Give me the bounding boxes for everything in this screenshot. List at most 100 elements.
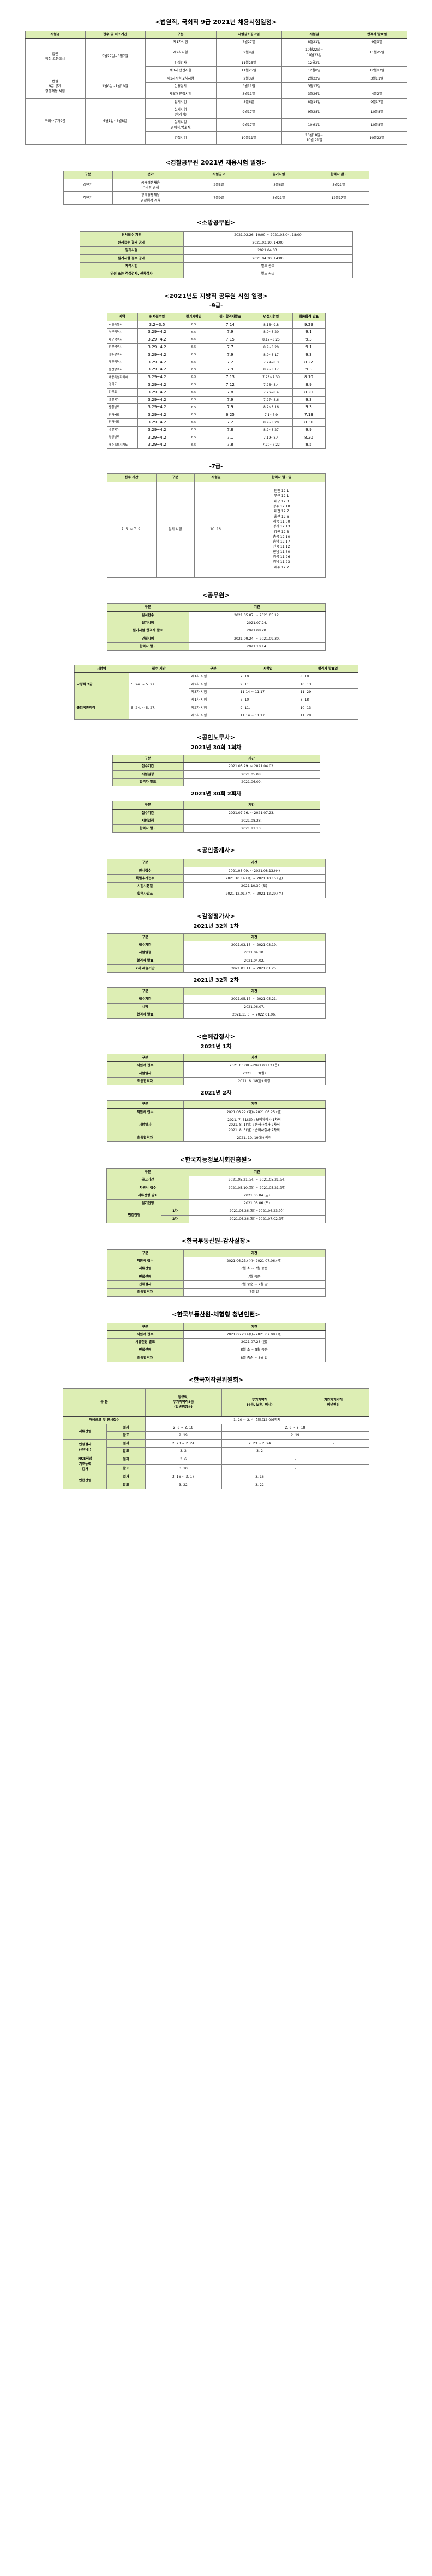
cell-label: 접수기간: [106, 995, 184, 1004]
table-row: 전라남도 3.29~4.2 6.5 7.2 8.9~8.20 8.31: [106, 418, 326, 427]
cell-value: 7월 말: [183, 1288, 326, 1297]
table-row: 채용공고 및 원서접수 1. 20 ~ 2. 4, 정오(12:00)까지: [63, 1415, 369, 1425]
cell-written-result: 7.2: [210, 358, 250, 367]
cell-value: 2021. 10. 19(화) 예정: [183, 1133, 326, 1143]
cell-apply-date: 3.29~4.2: [137, 343, 177, 351]
cell-venue-notice: 9월9일: [215, 46, 282, 60]
col-category: 구분: [155, 473, 195, 482]
cell-category: 제1차시험: [145, 38, 217, 47]
cell-regular: 2. 23 ~ 2. 24: [145, 1439, 222, 1448]
cell-label: 지원서 접수: [106, 1330, 184, 1339]
cell-label: 필기시험: [79, 246, 184, 255]
table-row: 면접전형 일자 3. 16 ~ 3. 17 3. 16-: [63, 1473, 369, 1489]
table-row: 서류전형 7월 초 ~ 7월 중순: [106, 1265, 326, 1273]
cell-apply-period: 5월27일~6월7일: [85, 38, 146, 75]
cell-value: 2021.05.21.(금) ~ 2021.05.21.(금): [188, 1176, 326, 1184]
cell-result-date: 3월11일: [346, 74, 407, 83]
cell-region: 서울특별시: [106, 320, 138, 329]
table-row: 대전광역시 3.29~4.2 6.5 7.2 7.29~8.3 8.27: [106, 358, 326, 367]
table-row: 서울특별시 3.2~3.5 6.5 7.14 8.16~9.8 9.29: [106, 320, 326, 329]
cell-result-list: 인천 12.1 부산 12.1 대구 12.3 광주 12.10 대전 12.7 울산 1…: [237, 481, 326, 578]
page-title-copyright: <한국저작권위원회>: [188, 1376, 244, 1383]
table-gamjeong-2: 구분 기간 접수기간 2021.05.17. ~ 2021.05.21. 시험 202…: [106, 987, 326, 1019]
cell-interview-date: 8.2~8.27: [249, 426, 293, 434]
cell-interview-date: 7.20~7.22: [249, 441, 293, 449]
table-row: 하반기 공개경쟁채용 경찰행정 경채 7월9일 8월21일 12월17일: [63, 191, 369, 205]
cell-value: 2021.05.17. ~ 2021.05.21.: [183, 995, 326, 1004]
col-region: 지역: [106, 313, 138, 321]
cell-apply-date: 3.29~4.2: [137, 381, 177, 389]
table-row: 지원서 접수 2021.05.10.(월) ~ 2021.05.21.(금): [106, 1183, 326, 1192]
cell-result-date: 11월25일: [346, 46, 407, 60]
cell-label: 공고기간: [106, 1176, 189, 1184]
table-row: 신체검사 7월 중순 ~ 7월 말: [106, 1280, 326, 1289]
cell-written-date: 6.5: [176, 381, 211, 389]
cell-venue-notice: 9월17일: [215, 118, 282, 132]
section-sonhae: <손해감정사> 2021년 1차 구분 기간 지원서 접수 2021.03.08.…: [0, 1033, 432, 1143]
cell-label: 면접전형: [106, 1346, 184, 1354]
table-row: 원서접수 2021.05.07. ~ 2021.05.12.: [106, 611, 326, 619]
table-header-row: 구분 기간: [106, 1054, 326, 1062]
col-exam-date: 시험일: [237, 665, 298, 673]
col-category: 구분: [106, 603, 189, 612]
table-row: 서류전형 발표 2021.07.23.(금): [106, 1338, 326, 1347]
cell-interview-date: 7.29~8.3: [249, 358, 293, 367]
table-row: 강원도 3.29~4.2 6.5 7.8 7.26~8.4 8.20: [106, 388, 326, 397]
table-header-row: 구분 기간: [106, 1100, 326, 1109]
col-category: 구분: [112, 755, 184, 763]
table-row: 합격자 발표 2021.11.10.: [112, 824, 320, 833]
cell-final-result: 8.31: [292, 418, 326, 427]
cell-label: 서류전형 발표: [106, 1338, 184, 1347]
cell-label: 최종합격자: [106, 1288, 184, 1297]
cell-apply-date: 3.29~4.2: [137, 350, 177, 359]
table-row: 시험일자 2021. 5. 3(월): [106, 1069, 326, 1078]
cell-interview-date: 7.1~7.9: [249, 411, 293, 420]
cell-value: 2021.05.10.(월) ~ 2021.05.21.(금): [188, 1183, 326, 1192]
table-gongmuwon: 구분 기간 원서접수 2021.05.07. ~ 2021.05.12. 필기시험 2…: [106, 603, 326, 651]
cell-value: 2021.10.30.(토): [183, 882, 326, 891]
cell-label: 지원서 접수: [106, 1183, 189, 1192]
col-result-date: 합격자 발표일: [237, 473, 326, 482]
cell-label: 합격자 발표: [106, 956, 184, 965]
cell-venue-notice: 9월17일: [215, 105, 282, 119]
col-period: 기간: [183, 1249, 326, 1258]
page-title-sonhae: <손해감정사>: [196, 1033, 236, 1041]
cell-label: 접수기간: [112, 762, 184, 771]
cell-region: 광주광역시: [106, 350, 138, 359]
table-row: 제3차 면접시험 3월11일 3월26일 4월2일: [25, 90, 407, 99]
cell-written-result: 7.9: [210, 328, 250, 337]
col-category: 구 분: [63, 1388, 146, 1417]
table-row: 인성검사 11월25일 12월2일: [25, 59, 407, 68]
table-row: 제주특별자치도 3.29~4.2 6.5 7.8 7.20~7.22 8.5: [106, 441, 326, 449]
col-notice: 시험공고: [188, 171, 249, 179]
cell-final-result: 8.20: [292, 433, 326, 442]
table-row: 전라북도 3.29~4.2 6.5 6.25 7.1~7.9 7.13: [106, 411, 326, 420]
col-category: 구분: [106, 1168, 189, 1177]
cell-label: 합격자 발표: [112, 777, 184, 787]
section-nomusa: <공인노무사> 2021년 30회 1회차 구분 기간 접수기간 2021.03.…: [0, 734, 432, 833]
cell-final-result: 9.3: [292, 396, 326, 404]
table-row: 제3차 시험 11.14 ~ 11.17 11. 29: [74, 711, 358, 720]
col-exam-name: 시험명: [25, 30, 86, 39]
col-application-period: 접수 및 취소기간: [85, 30, 146, 39]
cell-written-date: 6.5: [176, 411, 211, 420]
cell-value: 2021.02.26. 10:00 ~ 2021.03.04. 18:00: [183, 230, 353, 240]
cell-written-date: 6.5: [176, 418, 211, 427]
cell-apply-date: 3.29~4.2: [137, 426, 177, 434]
cell-value: 2021.06.06.(토): [188, 1199, 326, 1208]
cell-region: 경상남도: [106, 433, 138, 442]
table-row: 지원서 접수 2021.03.08.~2021.03.13.(온): [106, 1061, 326, 1070]
cell-value: 2021.11.3. ~ 2022.01.06.: [183, 1010, 326, 1019]
table-header-row: 구분 기간: [112, 801, 320, 810]
cell-written-date: 6.5: [176, 403, 211, 412]
cell-regular: 3. 16 ~ 3. 17: [145, 1473, 222, 1481]
cell-regular: 3. 2: [145, 1447, 222, 1456]
table-court: 시험명 접수 및 취소기간 구분 시험장소공고일 시험일 합격자 발표일 법원 행…: [25, 30, 407, 145]
cell-written-date: 6.5: [176, 358, 211, 367]
cell-written-date: 6.5: [176, 426, 211, 434]
cell-value: 2021.04.02.: [183, 956, 326, 965]
cell-venue-notice: 3월11일: [215, 90, 282, 99]
table-row: 필기시험 2021.04.03.: [79, 246, 353, 255]
section-kisa: <한국지능정보사회진흥원> 구분 기간 공고기간 2021.05.21.(금) ~…: [0, 1156, 432, 1224]
cell-exam-date: 8월14일: [281, 98, 347, 106]
